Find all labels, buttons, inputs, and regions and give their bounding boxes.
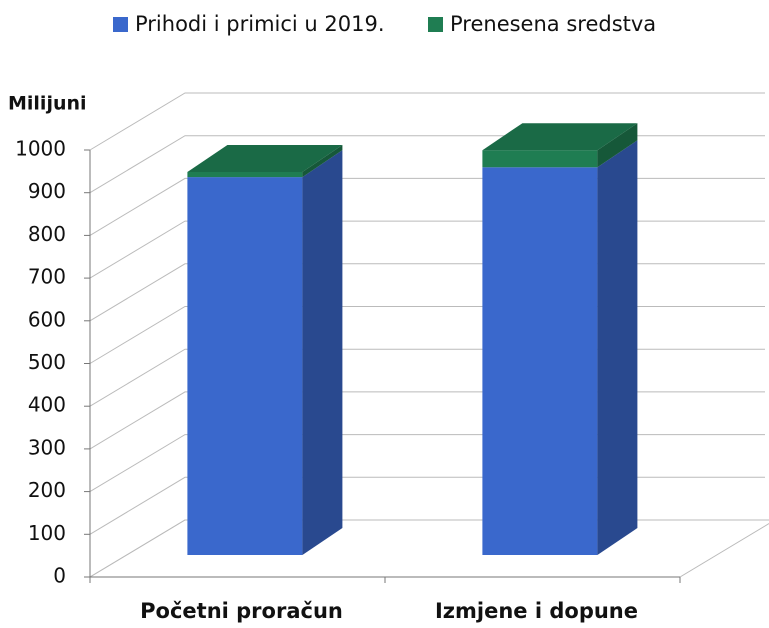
legend-swatch [113, 17, 128, 32]
y-tick-label: 800 [28, 222, 66, 246]
y-axis-label: Milijuni [8, 93, 87, 115]
y-tick-label: 400 [28, 393, 66, 417]
bar-side [302, 144, 343, 178]
bar-segment [187, 171, 303, 178]
x-tick-label: Početni proračun [140, 599, 343, 623]
y-tick-label: 700 [28, 265, 66, 289]
bar-segment [482, 167, 598, 555]
y-tick-label: 100 [28, 521, 66, 545]
y-tick-label: 1000 [15, 137, 66, 161]
y-tick-label: 0 [53, 564, 66, 588]
bar-top [187, 144, 343, 172]
bar-side [597, 140, 638, 555]
bar-segment [187, 177, 303, 556]
bar-side [597, 123, 638, 168]
bar-segment [482, 150, 598, 168]
y-tick-label: 200 [28, 478, 66, 502]
x-tick-label: Izmjene i dopune [435, 599, 638, 623]
y-tick-label: 600 [28, 307, 66, 331]
grid-line [89, 92, 765, 151]
y-tick-label: 500 [28, 350, 66, 374]
legend-swatch [428, 17, 443, 32]
bar-side [302, 150, 343, 556]
bar-top [482, 123, 638, 151]
y-tick-label: 300 [28, 435, 66, 459]
y-tick-label: 900 [28, 179, 66, 203]
legend-label: Prenesena sredstva [450, 12, 656, 36]
legend-label: Prihodi i primici u 2019. [135, 12, 385, 36]
